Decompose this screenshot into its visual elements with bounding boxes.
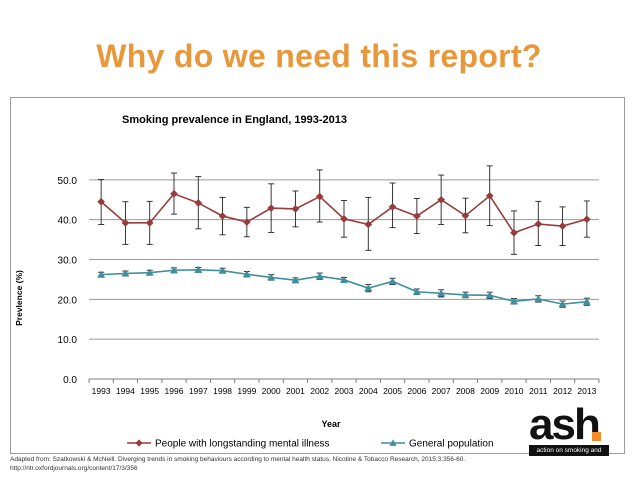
data-point xyxy=(97,270,106,278)
x-tick-label: 2007 xyxy=(432,386,451,396)
x-tick-label: 2001 xyxy=(286,386,305,396)
legend-item-mental-illness: People with longstanding mental illness xyxy=(127,439,330,450)
x-tick-label: 2010 xyxy=(505,386,524,396)
chart-container: Smoking prevalence in England, 1993-2013… xyxy=(10,97,625,454)
x-axis-ticks: 1993 1994 1995 1996 1997 1998 1999 2000 2001 2002… xyxy=(88,379,600,396)
legend-label-mental-illness: People with longstanding mental illness xyxy=(155,439,330,450)
y-axis-ticks: 0.0 10.0 20.0 30.0 40.0 50.0 xyxy=(58,176,78,386)
data-point xyxy=(558,222,567,230)
y-tick-label: 50.0 xyxy=(58,176,78,187)
data-point xyxy=(510,228,518,237)
data-point xyxy=(364,284,373,292)
y-tick-label: 40.0 xyxy=(58,216,78,227)
data-point xyxy=(145,268,154,276)
y-tick-label: 10.0 xyxy=(58,335,78,346)
x-tick-label: 2008 xyxy=(456,386,475,396)
data-point xyxy=(315,272,324,280)
data-point xyxy=(412,212,421,221)
data-point xyxy=(437,289,446,297)
data-point xyxy=(218,212,227,221)
data-point xyxy=(194,265,203,273)
source-citation-url: http://ntr.oxfordjournals.org/content/17… xyxy=(10,465,138,472)
data-point xyxy=(340,214,348,223)
x-tick-label: 2004 xyxy=(359,386,378,396)
data-point xyxy=(291,204,300,213)
x-tick-label: 2000 xyxy=(262,386,281,396)
y-tick-label: 30.0 xyxy=(58,256,78,267)
series-general-population xyxy=(97,265,591,308)
x-tick-label: 2003 xyxy=(335,386,354,396)
data-point xyxy=(267,273,276,281)
x-tick-label: 1998 xyxy=(213,386,232,396)
data-point xyxy=(170,189,178,198)
legend-marker-triangle xyxy=(389,439,397,446)
x-tick-label: 2006 xyxy=(407,386,426,396)
x-axis-label: Year xyxy=(321,419,341,429)
x-tick-label: 1999 xyxy=(237,386,256,396)
ash-logo-tagline: action on smoking and health xyxy=(529,445,609,465)
data-point xyxy=(242,270,251,278)
data-point xyxy=(291,276,300,284)
data-point xyxy=(388,202,397,211)
slide-title: Why do we need this report? xyxy=(96,38,542,74)
x-tick-label: 1997 xyxy=(189,386,208,396)
x-tick-label: 1995 xyxy=(140,386,159,396)
source-citation: Adapted from: Szatkowski & McNeill. Dive… xyxy=(10,455,530,473)
data-point xyxy=(315,192,324,201)
data-point xyxy=(97,197,106,206)
data-point xyxy=(485,291,494,299)
data-point xyxy=(485,191,494,200)
x-tick-label: 2009 xyxy=(480,386,499,396)
data-point xyxy=(218,266,227,274)
data-point xyxy=(412,287,421,295)
x-tick-label: 2002 xyxy=(310,386,329,396)
data-point xyxy=(461,211,470,220)
data-point xyxy=(509,297,519,305)
data-point xyxy=(121,269,130,277)
data-point xyxy=(388,277,397,285)
x-tick-label: 2012 xyxy=(553,386,572,396)
y-axis-label: Prevlence (%) xyxy=(14,270,24,326)
data-point xyxy=(582,215,591,224)
legend-item-general-population: General population xyxy=(381,439,494,450)
x-tick-label: 1994 xyxy=(116,386,135,396)
chart-title: Smoking prevalence in England, 1993-2013 xyxy=(122,114,347,126)
y-tick-label: 20.0 xyxy=(58,295,78,306)
x-tick-label: 2005 xyxy=(383,386,402,396)
data-point xyxy=(242,218,251,227)
data-point xyxy=(364,220,373,229)
data-point xyxy=(437,195,446,204)
series-layer xyxy=(97,165,591,308)
data-point xyxy=(121,218,130,227)
x-tick-label: 1993 xyxy=(92,386,111,396)
series-mental-illness xyxy=(97,165,591,255)
ash-logo-word: ash xyxy=(529,400,601,449)
x-tick-label: 2013 xyxy=(577,386,596,396)
data-point xyxy=(534,294,543,303)
data-point xyxy=(267,204,276,213)
source-citation-line-1: Adapted from: Szatkowski & McNeill. Dive… xyxy=(10,456,466,463)
x-tick-label: 1996 xyxy=(165,386,184,396)
y-tick-label: 0.0 xyxy=(63,375,77,386)
ash-logo-dot xyxy=(592,432,601,441)
legend: People with longstanding mental illness … xyxy=(127,439,494,450)
data-point xyxy=(461,290,470,299)
data-point xyxy=(339,275,349,283)
ash-logo: ash action on smoking and health xyxy=(529,401,609,465)
legend-label-general-population: General population xyxy=(409,439,494,450)
gridlines xyxy=(89,179,599,380)
data-point xyxy=(194,198,203,207)
x-tick-label: 2011 xyxy=(529,386,548,396)
legend-marker-diamond xyxy=(135,439,143,447)
data-point xyxy=(145,218,154,227)
data-point xyxy=(558,299,567,308)
line-chart: Smoking prevalence in England, 1993-2013… xyxy=(14,114,600,450)
data-point xyxy=(169,266,179,274)
data-point xyxy=(582,297,591,305)
data-point xyxy=(534,220,543,229)
